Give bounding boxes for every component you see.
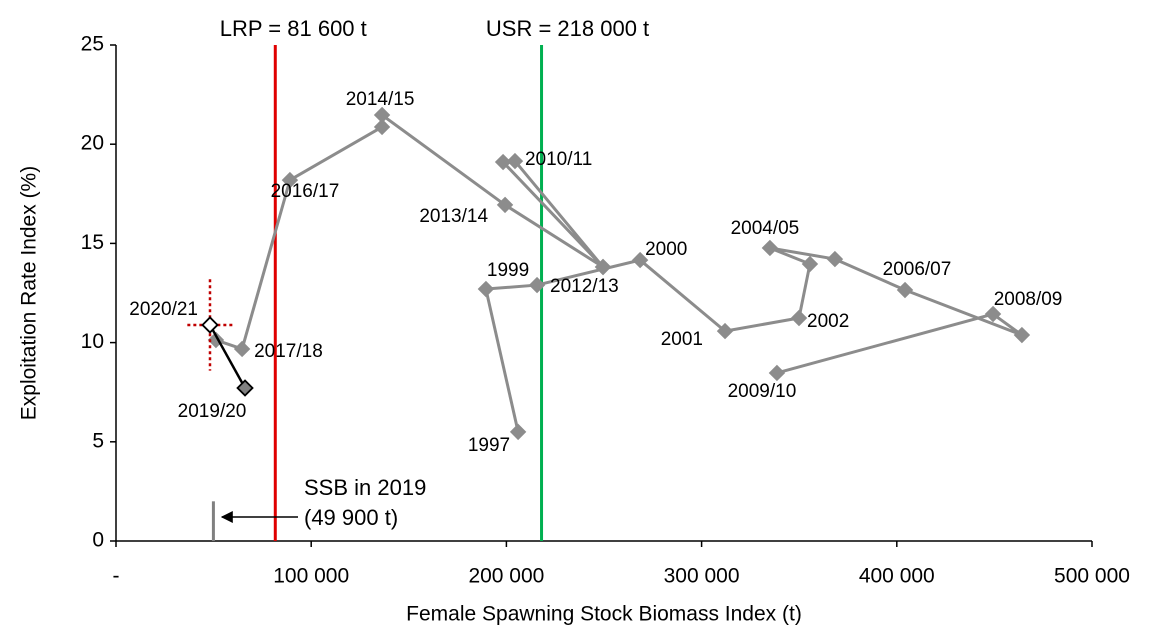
point-label: 2012/13: [550, 276, 619, 297]
point-label: 2008/09: [994, 289, 1063, 310]
point-label: 2009/10: [728, 381, 797, 402]
data-point: [761, 239, 779, 257]
point-label: 2019/20: [178, 401, 247, 422]
x-tick-label: -: [113, 565, 120, 588]
data-point: [506, 152, 524, 170]
point-label: 2013/14: [419, 206, 488, 227]
x-tick-label: 100 000: [273, 565, 349, 588]
point-label: 1997: [468, 435, 510, 456]
data-point: [984, 305, 1002, 323]
y-tick-label: 20: [81, 132, 104, 155]
y-tick-label: 10: [81, 330, 104, 353]
x-tick-label: 400 000: [859, 565, 935, 588]
data-point: [768, 364, 786, 382]
reference-label: LRP = 81 600 t: [220, 16, 367, 41]
data-point: [790, 309, 808, 327]
data-point: [281, 171, 299, 189]
point-label: 1999: [487, 260, 529, 281]
data-point: [826, 250, 844, 268]
y-tick-label: 0: [92, 529, 104, 552]
point-label: 2017/18: [254, 341, 323, 362]
data-point: [716, 322, 734, 340]
point-label: 2002: [807, 311, 849, 332]
point-label: 2000: [645, 239, 687, 260]
data-point: [528, 276, 546, 294]
data-point: [801, 255, 819, 273]
data-point: [496, 196, 514, 214]
data-point: [477, 280, 495, 298]
data-point: [896, 281, 914, 299]
data-point: [236, 379, 254, 397]
point-label: 2020/21: [129, 299, 198, 320]
data-point: [233, 340, 251, 358]
x-tick-label: 500 000: [1054, 565, 1130, 588]
point-label: 2004/05: [731, 218, 800, 239]
reference-label: USR = 218 000 t: [486, 16, 649, 41]
point-label: 2010/11: [525, 149, 592, 170]
data-point: [509, 423, 527, 441]
point-label: 2016/17: [271, 181, 340, 202]
data-point: [1013, 326, 1031, 344]
annotation-text: (49 900 t): [304, 505, 398, 530]
annotation-text: SSB in 2019: [304, 475, 426, 500]
y-axis-title: Exploitation Rate Index (%): [18, 166, 41, 420]
data-point: [594, 258, 612, 276]
y-tick-label: 25: [81, 33, 104, 56]
y-tick-label: 5: [92, 429, 104, 452]
x-axis-title: Female Spawning Stock Biomass Index (t): [406, 603, 802, 626]
data-point: [201, 316, 219, 334]
point-label: 2001: [661, 329, 703, 350]
y-tick-label: 15: [81, 231, 104, 254]
point-label: 2006/07: [883, 259, 952, 280]
series-line: [208, 324, 247, 389]
point-label: 2014/15: [346, 89, 415, 110]
data-point: [631, 251, 649, 269]
data-point: [494, 153, 512, 171]
data-point: [373, 118, 391, 136]
x-tick-label: 200 000: [468, 565, 544, 588]
x-tick-label: 300 000: [664, 565, 740, 588]
